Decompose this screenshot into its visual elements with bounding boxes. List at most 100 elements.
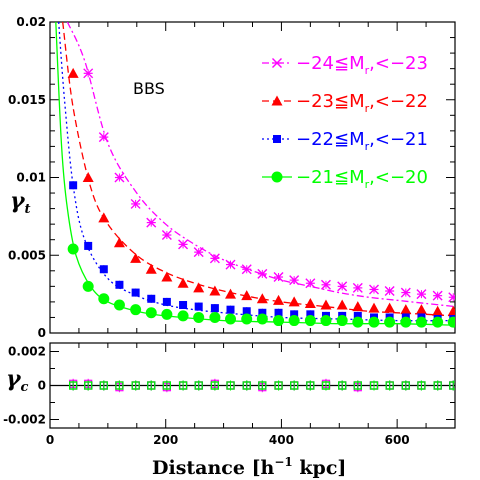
data-point bbox=[305, 278, 316, 289]
legend-label-sub: r bbox=[365, 102, 370, 115]
annotation-bbs: BBS bbox=[133, 79, 165, 98]
cross-data-point bbox=[401, 381, 410, 390]
data-point bbox=[69, 181, 78, 190]
cross-data-point bbox=[433, 381, 442, 390]
data-point bbox=[226, 305, 235, 314]
data-point bbox=[400, 316, 412, 328]
cross-data-point bbox=[417, 381, 426, 390]
data-point bbox=[241, 313, 253, 325]
data-point bbox=[193, 311, 205, 323]
cross-data-point bbox=[306, 381, 315, 390]
cross-data-point bbox=[353, 381, 362, 390]
data-point bbox=[384, 316, 396, 328]
data-point bbox=[352, 301, 364, 312]
legend-marker bbox=[273, 135, 281, 143]
legend-label-suffix: ,<−21 bbox=[369, 129, 428, 150]
top-y-tick-label: 0 bbox=[38, 326, 46, 340]
data-point bbox=[257, 268, 268, 279]
data-point bbox=[447, 316, 455, 328]
cross-data-point bbox=[385, 381, 394, 390]
data-point bbox=[113, 299, 125, 311]
data-point bbox=[210, 304, 219, 313]
data-point bbox=[193, 282, 205, 293]
data-point bbox=[115, 280, 124, 289]
data-point bbox=[67, 243, 79, 255]
cross-data-point bbox=[178, 381, 188, 390]
data-point-stroke bbox=[69, 10, 78, 19]
legend-label-suffix: ,<−22 bbox=[369, 91, 428, 112]
data-point bbox=[131, 288, 140, 297]
data-point bbox=[288, 315, 300, 327]
cross-data-point bbox=[449, 381, 455, 390]
cross-data-point bbox=[369, 381, 379, 390]
data-point bbox=[256, 313, 268, 325]
data-point bbox=[306, 310, 315, 319]
data-point bbox=[369, 284, 379, 295]
data-point bbox=[82, 172, 94, 182]
data-point bbox=[145, 307, 157, 319]
legend-marker bbox=[272, 58, 282, 68]
data-point bbox=[130, 252, 142, 263]
legend-label-suffix: ,<−23 bbox=[369, 53, 428, 74]
legend-label: −21≦Mr,<−20 bbox=[296, 167, 428, 191]
data-point bbox=[98, 212, 110, 223]
bottom-y-axis-label-main: γ bbox=[6, 366, 22, 392]
legend-label-prefix: −24≦M bbox=[296, 53, 365, 74]
data-point bbox=[83, 68, 94, 79]
data-point bbox=[352, 316, 364, 328]
cross-data-point bbox=[84, 381, 93, 390]
data-point bbox=[145, 263, 157, 274]
legend-label: −22≦Mr,<−21 bbox=[296, 129, 428, 153]
x-axis-title-rest: kpc] bbox=[293, 457, 347, 479]
data-point bbox=[146, 217, 157, 228]
cross-data-point bbox=[131, 381, 140, 390]
data-point bbox=[258, 308, 267, 317]
top-y-tick-label: 0.02 bbox=[16, 15, 46, 29]
data-point bbox=[209, 311, 221, 323]
bottom-y-axis-label: γc bbox=[6, 366, 29, 395]
cross-data-point bbox=[115, 381, 124, 390]
bottom-y-tick-label: 0.002 bbox=[8, 345, 46, 359]
x-tick-label: 0 bbox=[46, 433, 54, 447]
x-axis-title-sup: −1 bbox=[274, 455, 292, 469]
data-point bbox=[114, 172, 125, 183]
cross-data-point bbox=[274, 381, 283, 390]
data-point bbox=[415, 304, 427, 315]
cross-data-point bbox=[226, 381, 235, 390]
data-point bbox=[273, 272, 284, 283]
data-point bbox=[368, 316, 380, 328]
data-point bbox=[274, 308, 283, 317]
top-y-axis-label-sub: t bbox=[25, 202, 31, 217]
data-point bbox=[304, 297, 316, 308]
top-y-tick-label: 0.015 bbox=[8, 93, 46, 107]
data-point bbox=[113, 237, 125, 248]
data-point bbox=[273, 315, 285, 327]
legend-label-sub: r bbox=[365, 140, 370, 153]
data-point bbox=[273, 294, 285, 305]
x-axis-title-main: Distance [h bbox=[152, 457, 275, 479]
data-point bbox=[161, 308, 173, 320]
cross-data-point bbox=[321, 381, 331, 390]
cross-data-point bbox=[242, 381, 251, 390]
data-point bbox=[241, 290, 253, 301]
data-point bbox=[162, 297, 171, 306]
data-point bbox=[289, 275, 300, 286]
legend-marker bbox=[271, 95, 283, 106]
data-point bbox=[178, 239, 189, 250]
data-point bbox=[432, 316, 444, 328]
data-point bbox=[67, 67, 79, 78]
data-point bbox=[352, 282, 363, 293]
x-axis-title: Distance [h−1 kpc] bbox=[152, 455, 346, 479]
legend-label: −23≦Mr,<−22 bbox=[296, 91, 428, 115]
data-point bbox=[447, 305, 455, 316]
cross-data-point bbox=[258, 381, 267, 390]
data-point bbox=[84, 241, 93, 250]
legend-marker bbox=[271, 171, 283, 183]
data-point bbox=[98, 293, 110, 305]
legend-label: −24≦Mr,<−23 bbox=[296, 53, 428, 77]
cross-data-point bbox=[194, 381, 203, 390]
data-point bbox=[179, 301, 188, 310]
data-point bbox=[448, 292, 455, 303]
legend-label-prefix: −23≦M bbox=[296, 91, 365, 112]
